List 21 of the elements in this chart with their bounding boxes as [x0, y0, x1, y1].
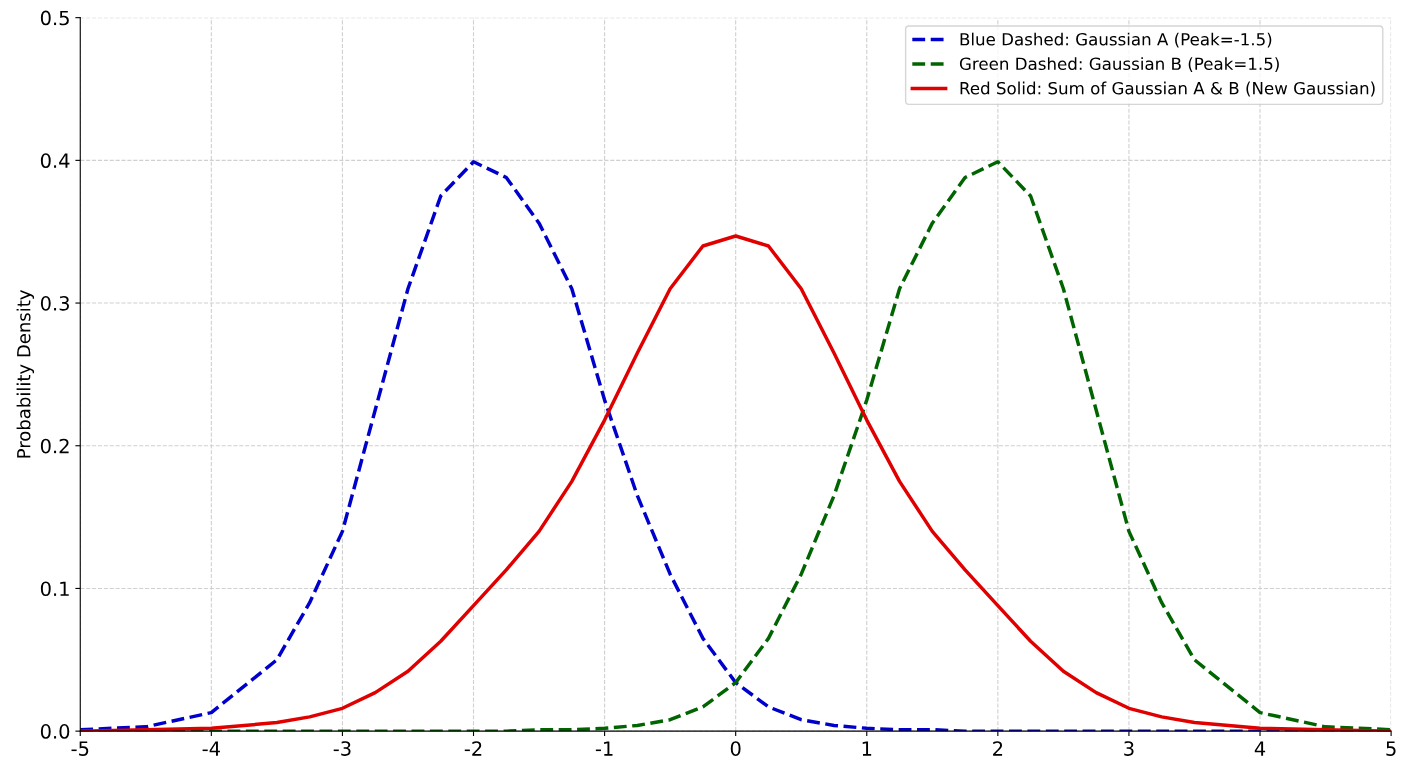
legend-label: Red Solid: Sum of Gaussian A & B (New Gaussian) — [960, 81, 1375, 97]
y-tick-label: 0.1 — [40, 581, 69, 597]
x-tick-label: -1 — [595, 741, 613, 756]
x-tick-label: 5 — [1386, 741, 1396, 756]
x-tick-label: 1 — [862, 741, 872, 756]
y-axis-title: Probability Density — [16, 290, 35, 458]
y-tick-label: 0.0 — [40, 724, 70, 739]
legend-label: Green Dashed: Gaussian B (Peak=1.5) — [959, 57, 1279, 72]
y-tick-label: 0.3 — [40, 296, 69, 311]
x-tick-label: -3 — [333, 741, 351, 756]
x-tick-label: -5 — [71, 741, 89, 756]
y-tick-label: 0.4 — [40, 153, 70, 169]
x-tick-label: 2 — [993, 741, 1003, 756]
x-tick-label: -2 — [464, 741, 482, 756]
x-tick-label: 0 — [730, 741, 741, 756]
y-tick-label: 0.5 — [40, 10, 69, 26]
x-tick-label: 3 — [1124, 741, 1134, 756]
x-tick-label: -4 — [202, 741, 220, 756]
legend-label: Blue Dashed: Gaussian A (Peak=-1.5) — [960, 32, 1272, 48]
y-tick-label: 0.2 — [40, 438, 69, 454]
x-tick-label: 4 — [1254, 741, 1266, 756]
